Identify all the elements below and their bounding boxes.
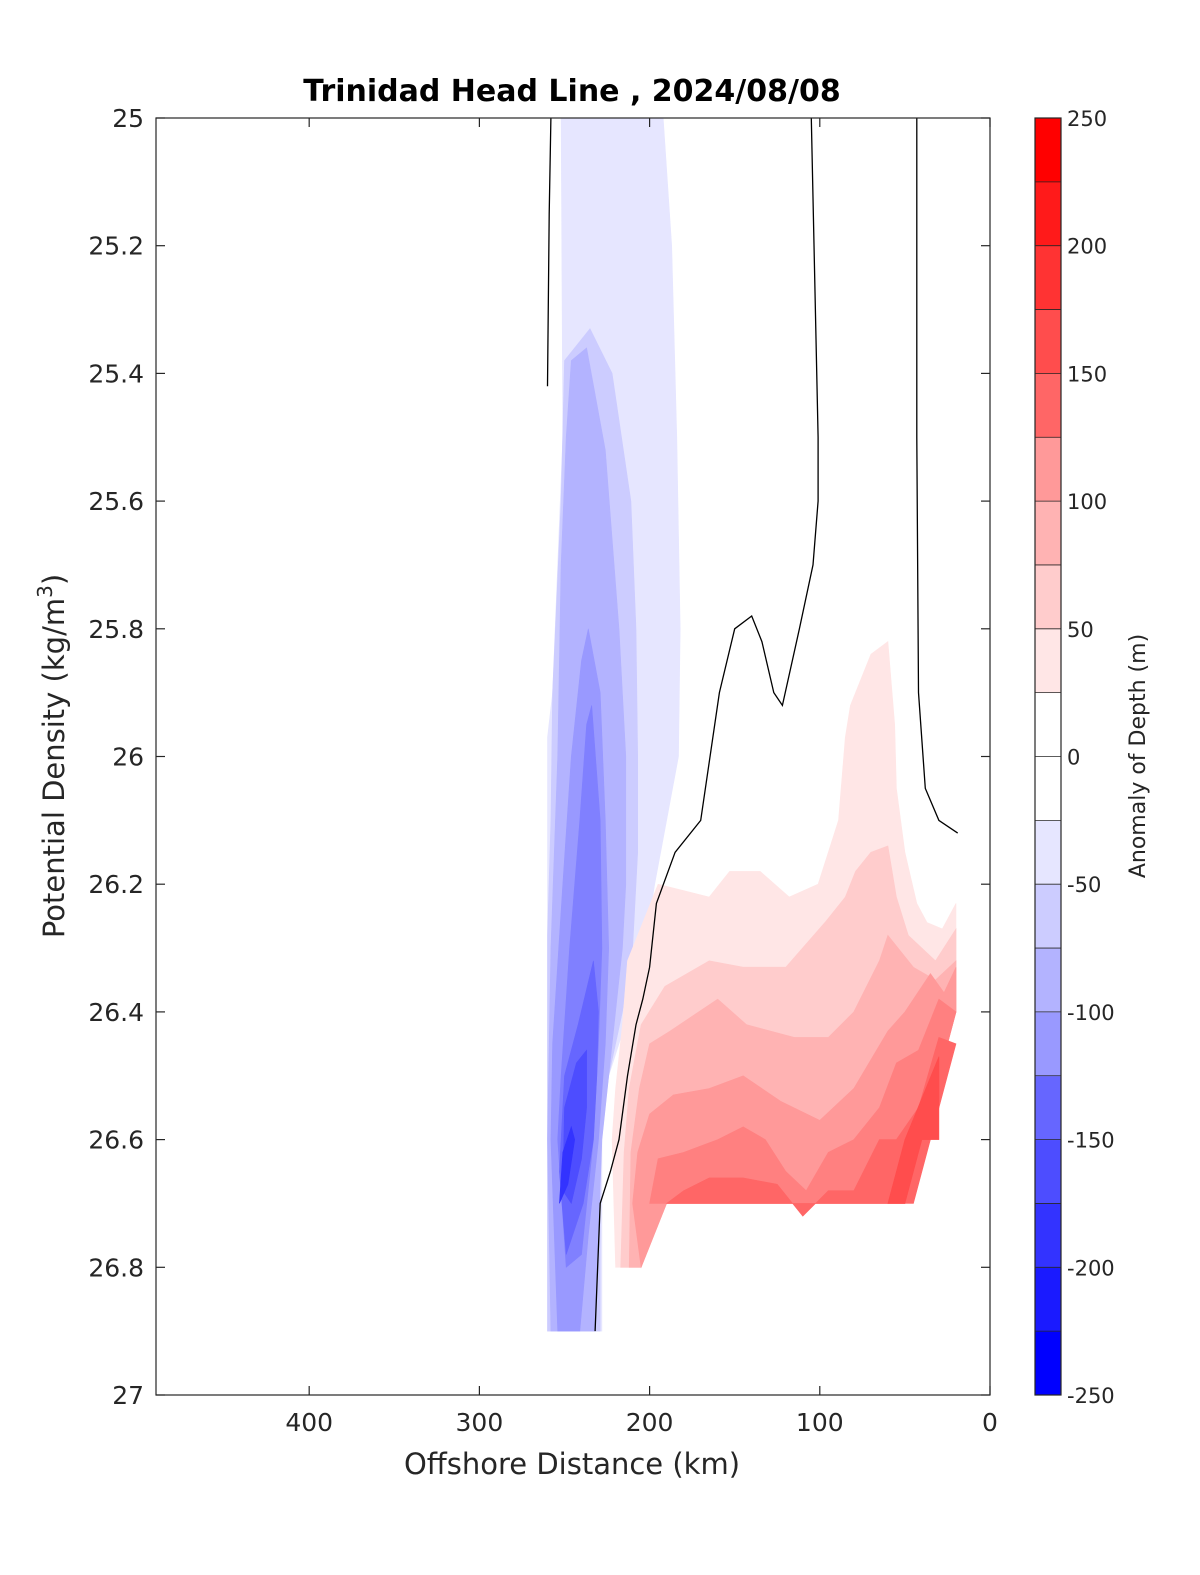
y-tick-label: 26.6 bbox=[88, 1126, 144, 1155]
colorbar-segment bbox=[1035, 692, 1061, 757]
colorbar-segment bbox=[1035, 245, 1061, 311]
colorbar-segment bbox=[1035, 756, 1061, 821]
contour-region-pos150 bbox=[665, 1037, 957, 1217]
colorbar-segment bbox=[1035, 501, 1061, 566]
chart-title: Trinidad Head Line , 2024/08/08 bbox=[303, 74, 840, 109]
contour-region-pos175 bbox=[887, 1056, 940, 1204]
y-axis-ticks: 25 25.2 25.4 25.6 25.8 26 26.2 26.4 26.6 26.8 27 bbox=[88, 104, 990, 1410]
colorbar-tick-label: 50 bbox=[1067, 618, 1094, 642]
colorbar-tick-label: 250 bbox=[1067, 107, 1107, 131]
zero-contour-lines bbox=[546, 118, 959, 1332]
colorbar-tick-label: -150 bbox=[1067, 1129, 1115, 1153]
y-tick-label: 25 bbox=[112, 104, 144, 133]
x-axis-ticks: 400 300 200 100 0 bbox=[285, 118, 998, 1437]
y-tick-label: 26.4 bbox=[88, 998, 144, 1027]
colorbar-segment bbox=[1035, 1203, 1061, 1268]
y-tick-label: 25.4 bbox=[88, 359, 144, 388]
colorbar-segment bbox=[1035, 1139, 1061, 1204]
y-axis-label-main: Potential Density (kg/m bbox=[37, 598, 71, 938]
colorbar-segment bbox=[1035, 118, 1061, 183]
colorbar-tick-label: -200 bbox=[1067, 1256, 1115, 1280]
colorbar-tick-label: -250 bbox=[1067, 1384, 1115, 1408]
y-axis-label-superscript: 3 bbox=[33, 585, 57, 598]
colorbar-tick-label: -50 bbox=[1067, 873, 1101, 897]
zero-contour-line-2 bbox=[594, 118, 819, 1332]
colorbar-segment bbox=[1035, 373, 1061, 438]
colorbar-segment bbox=[1035, 884, 1061, 949]
colorbar-segment bbox=[1035, 1267, 1061, 1332]
colorbar-segment bbox=[1035, 820, 1061, 885]
y-axis-label: Potential Density (kg/m3) bbox=[33, 574, 71, 938]
contour-region-neg200 bbox=[559, 1125, 576, 1204]
colorbar-segment bbox=[1035, 309, 1061, 374]
colorbar-segment bbox=[1035, 1011, 1061, 1077]
y-tick-label: 25.8 bbox=[88, 615, 144, 644]
colorbar-tick-label: 100 bbox=[1067, 490, 1107, 514]
colorbar-tick-label: 0 bbox=[1067, 746, 1080, 770]
x-tick-label: 0 bbox=[982, 1408, 998, 1437]
y-tick-label: 27 bbox=[112, 1381, 144, 1410]
y-tick-label: 26.8 bbox=[88, 1253, 144, 1282]
colorbar-segment bbox=[1035, 181, 1061, 247]
colorbar-label: Anomaly of Depth (m) bbox=[1126, 634, 1151, 878]
y-tick-label: 26.2 bbox=[88, 870, 144, 899]
x-tick-label: 400 bbox=[285, 1408, 333, 1437]
y-tick-label: 25.6 bbox=[88, 487, 144, 516]
y-tick-label: 26 bbox=[112, 743, 144, 772]
x-tick-label: 100 bbox=[796, 1408, 844, 1437]
colorbar-segment bbox=[1035, 1075, 1061, 1141]
colorbar-tick-label: 150 bbox=[1067, 362, 1107, 386]
colorbar-segment bbox=[1035, 564, 1061, 630]
colorbar-segment bbox=[1035, 948, 1061, 1013]
colorbar-segment bbox=[1035, 437, 1061, 502]
colorbar-segment bbox=[1035, 1331, 1061, 1396]
colorbar-ticks: -250 -200 -150 -100 -50 0 50 100 150 200 250 bbox=[1067, 107, 1115, 1408]
y-tick-label: 25.2 bbox=[88, 232, 144, 261]
colorbar-frame bbox=[1034, 117, 1062, 1396]
zero-contour-line-3 bbox=[916, 118, 959, 834]
filled-contours bbox=[547, 118, 957, 1332]
zero-contour-line-1 bbox=[546, 118, 552, 387]
x-axis-label: Offshore Distance (km) bbox=[404, 1447, 740, 1481]
x-tick-label: 300 bbox=[456, 1408, 504, 1437]
colorbar bbox=[1035, 118, 1061, 1396]
y-axis-label-close: ) bbox=[37, 574, 71, 585]
colorbar-segment bbox=[1035, 628, 1061, 694]
colorbar-tick-label: -100 bbox=[1067, 1001, 1115, 1025]
colorbar-tick-label: 200 bbox=[1067, 235, 1107, 259]
x-tick-label: 200 bbox=[626, 1408, 674, 1437]
